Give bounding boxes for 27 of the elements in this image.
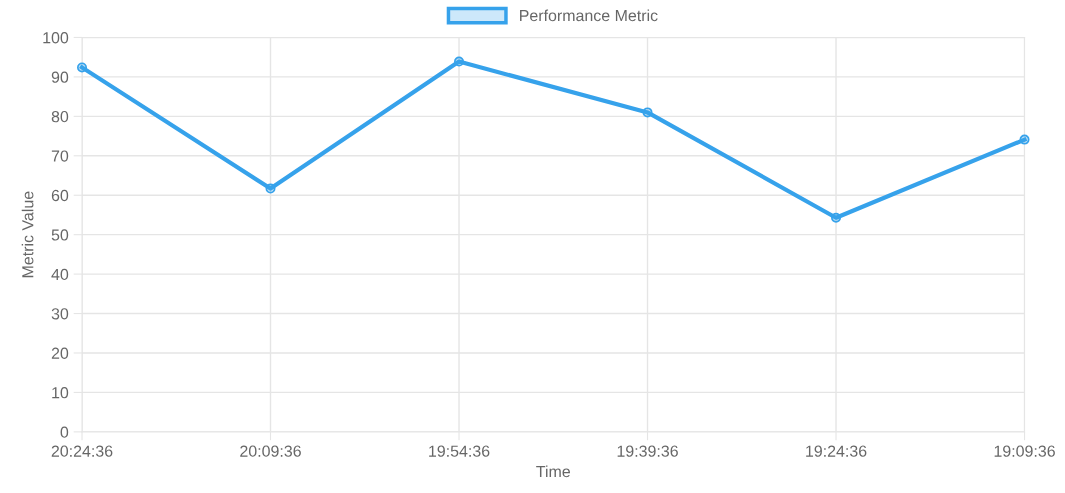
- x-tick-label: 19:09:36: [994, 445, 1055, 457]
- legend-label: Performance Metric: [520, 9, 658, 22]
- x-tick-label: 19:39:36: [617, 445, 678, 457]
- y-tick-label: 30: [51, 308, 69, 320]
- x-tick-label: 19:54:36: [429, 445, 490, 457]
- y-axis-title: Metric Value: [21, 191, 34, 278]
- line-series: [77, 56, 1030, 223]
- y-tick-label: 70: [51, 150, 69, 162]
- y-tick-label: 10: [52, 387, 69, 399]
- point: [77, 62, 88, 73]
- point: [454, 56, 465, 67]
- x-tick-label: 19:24:36: [806, 445, 867, 457]
- point: [642, 107, 653, 118]
- x-axis-title: Time: [536, 465, 571, 478]
- x-tick-label: 20:24:36: [51, 445, 113, 457]
- y-tick-label: 90: [51, 71, 69, 83]
- y-tick-label: 80: [51, 110, 69, 123]
- point: [831, 212, 842, 223]
- point: [265, 183, 276, 194]
- y-tick-label: 20: [51, 347, 69, 359]
- point: [1019, 134, 1030, 145]
- y-tick-label: 60: [51, 189, 69, 202]
- y-tick-label: 50: [51, 229, 69, 241]
- y-tick-label: 0: [60, 426, 69, 438]
- x-tick-label: 20:09:36: [240, 445, 301, 457]
- y-tick-label: 100: [43, 32, 69, 44]
- y-tick-label: 40: [51, 268, 69, 281]
